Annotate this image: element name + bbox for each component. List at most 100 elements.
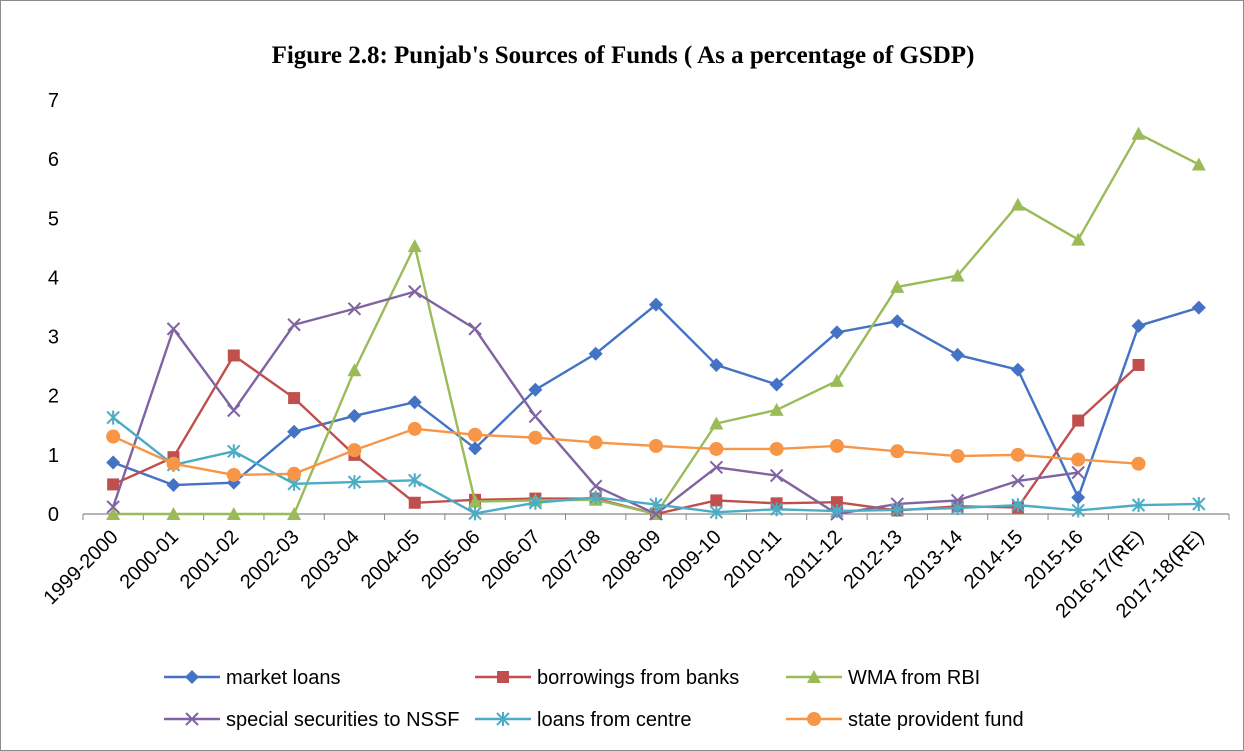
data-point bbox=[588, 346, 603, 361]
data-point bbox=[528, 495, 543, 510]
data-point bbox=[288, 392, 301, 405]
data-point bbox=[890, 444, 905, 459]
legend-label: loans from centre bbox=[537, 709, 692, 731]
data-point bbox=[1010, 447, 1025, 462]
y-tick-label: 3 bbox=[48, 327, 59, 349]
legend-item: loans from centre bbox=[475, 709, 692, 731]
y-tick-label: 6 bbox=[48, 149, 59, 171]
data-point bbox=[950, 449, 965, 464]
data-point bbox=[588, 479, 603, 493]
legend-marker bbox=[496, 712, 510, 726]
x-tick-label: 2011-12 bbox=[780, 526, 846, 592]
legend-item: WMA from RBI bbox=[786, 667, 980, 689]
data-point bbox=[1071, 465, 1085, 480]
legend-marker bbox=[807, 712, 821, 726]
data-point bbox=[649, 507, 663, 521]
y-tick-label: 5 bbox=[48, 208, 59, 230]
series-loans-from-centre bbox=[106, 410, 1206, 521]
data-point bbox=[830, 504, 844, 519]
series-market-loans bbox=[106, 297, 1206, 505]
data-point bbox=[1071, 490, 1086, 505]
data-point bbox=[1132, 358, 1145, 371]
x-tick-label: 2002-03 bbox=[236, 526, 303, 593]
data-point bbox=[1191, 300, 1206, 315]
data-point bbox=[408, 473, 422, 488]
data-point bbox=[1071, 232, 1086, 246]
series-line bbox=[112, 427, 1139, 477]
data-point bbox=[950, 347, 965, 362]
x-tick-label: 2005-06 bbox=[417, 526, 484, 593]
data-point bbox=[1131, 498, 1146, 513]
data-point bbox=[890, 502, 904, 517]
y-tick-label: 7 bbox=[48, 90, 59, 112]
data-point bbox=[649, 297, 663, 312]
x-tick-label: 2012-13 bbox=[839, 526, 906, 593]
data-point bbox=[166, 507, 181, 520]
series-line bbox=[112, 354, 1140, 516]
data-point bbox=[829, 325, 844, 340]
x-tick-label: 2010-11 bbox=[720, 526, 786, 592]
data-point bbox=[769, 377, 784, 392]
y-axis-ticks: 0 1 2 3 4 5 6 7 bbox=[48, 90, 59, 526]
data-point bbox=[468, 441, 483, 456]
legend-label: state provident fund bbox=[848, 709, 1024, 731]
x-tick-label: 2004-05 bbox=[357, 526, 424, 593]
data-point bbox=[407, 239, 422, 253]
data-point bbox=[407, 421, 422, 436]
x-tick-label: 2009-10 bbox=[658, 526, 725, 593]
x-tick-label: 2008-09 bbox=[598, 526, 665, 593]
data-point bbox=[468, 506, 482, 521]
series-wma-from-rbi bbox=[106, 126, 1206, 520]
data-point bbox=[347, 475, 362, 490]
data-point bbox=[769, 441, 784, 456]
data-point bbox=[106, 500, 120, 514]
data-point bbox=[226, 467, 241, 482]
data-point bbox=[1011, 474, 1025, 488]
legend-label: special securities to NSSF bbox=[226, 709, 459, 731]
x-tick-label: 2013-14 bbox=[900, 526, 967, 593]
data-point bbox=[347, 443, 362, 458]
data-point bbox=[769, 502, 784, 517]
data-point bbox=[829, 438, 844, 453]
series-special-securities-to-nssf bbox=[106, 284, 1085, 521]
data-point bbox=[106, 429, 121, 444]
data-point bbox=[1131, 456, 1146, 471]
data-point bbox=[769, 402, 784, 416]
series-line bbox=[112, 290, 1079, 516]
data-point bbox=[1192, 496, 1206, 511]
x-axis-ticks: 1999-20002000-012001-022002-032003-04200… bbox=[39, 526, 1208, 623]
legend-label: WMA from RBI bbox=[848, 667, 980, 689]
data-point bbox=[1072, 414, 1085, 427]
data-point bbox=[528, 430, 543, 445]
data-point bbox=[709, 416, 724, 430]
x-tick-label: 1999-2000 bbox=[39, 526, 122, 609]
y-tick-label: 0 bbox=[48, 504, 59, 526]
legend-item: borrowings from banks bbox=[475, 667, 739, 689]
x-tick-label: 2006-07 bbox=[477, 526, 544, 593]
legend-marker bbox=[185, 670, 199, 684]
data-point bbox=[347, 408, 362, 423]
data-point bbox=[709, 441, 724, 456]
data-point bbox=[106, 507, 121, 520]
x-tick-label: 2000-01 bbox=[116, 526, 183, 593]
data-point bbox=[166, 322, 181, 336]
data-point bbox=[649, 438, 663, 453]
x-tick-label: 2014-15 bbox=[960, 526, 1027, 593]
legend-marker bbox=[497, 671, 509, 683]
data-point bbox=[528, 382, 543, 397]
data-point bbox=[950, 268, 965, 282]
data-point bbox=[107, 478, 120, 491]
y-tick-label: 1 bbox=[48, 445, 59, 467]
data-point bbox=[226, 507, 241, 520]
legend-item: market loans bbox=[164, 667, 341, 689]
data-point bbox=[1191, 157, 1206, 171]
data-point bbox=[709, 357, 724, 372]
series-state-provident-fund bbox=[106, 421, 1146, 482]
data-point bbox=[106, 455, 121, 470]
data-point bbox=[588, 435, 603, 450]
legend-item: special securities to NSSF bbox=[164, 709, 459, 731]
data-point bbox=[1010, 362, 1025, 377]
x-tick-label: 2003-04 bbox=[296, 526, 363, 593]
data-point bbox=[227, 444, 241, 459]
